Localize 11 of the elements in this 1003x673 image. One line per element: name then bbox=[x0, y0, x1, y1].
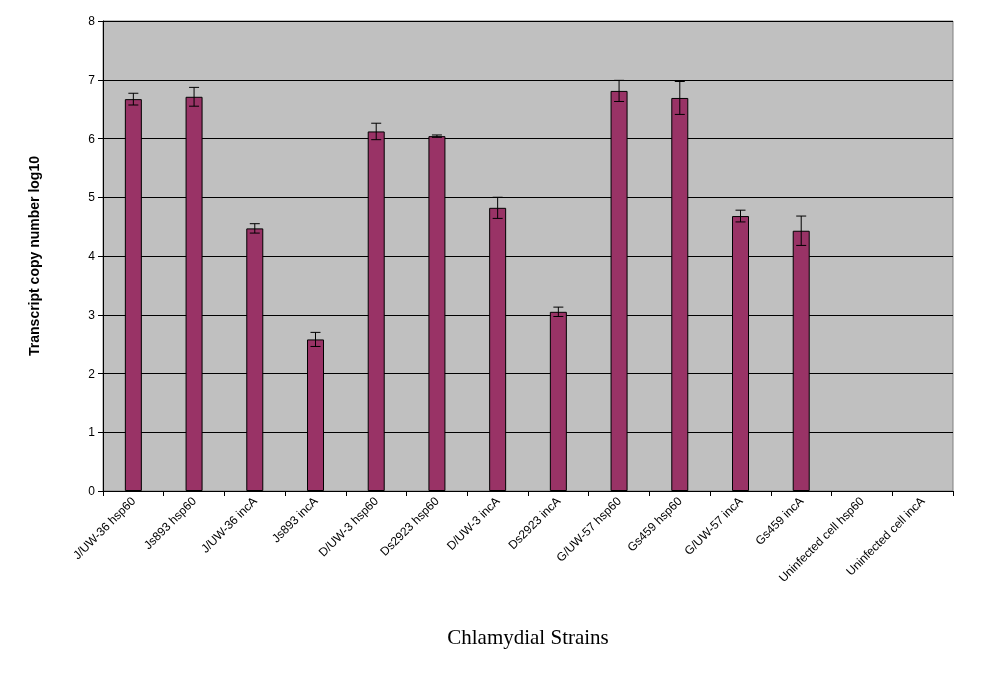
y-tick-label: 2 bbox=[88, 366, 96, 381]
y-tick-label: 4 bbox=[88, 249, 96, 263]
y-tick-label: 6 bbox=[88, 131, 96, 146]
y-tick-label: 7 bbox=[88, 72, 96, 87]
y-axis-title: Transcript copy number log10 bbox=[26, 155, 42, 356]
y-tick-label: 0 bbox=[88, 484, 96, 498]
x-axis-title: Chlamydial Strains bbox=[447, 624, 609, 649]
y-tick-label: 5 bbox=[88, 190, 96, 205]
y-tick-label: 3 bbox=[88, 307, 96, 322]
y-tick-label: 1 bbox=[88, 425, 96, 440]
y-tick-label: 8 bbox=[88, 14, 96, 28]
